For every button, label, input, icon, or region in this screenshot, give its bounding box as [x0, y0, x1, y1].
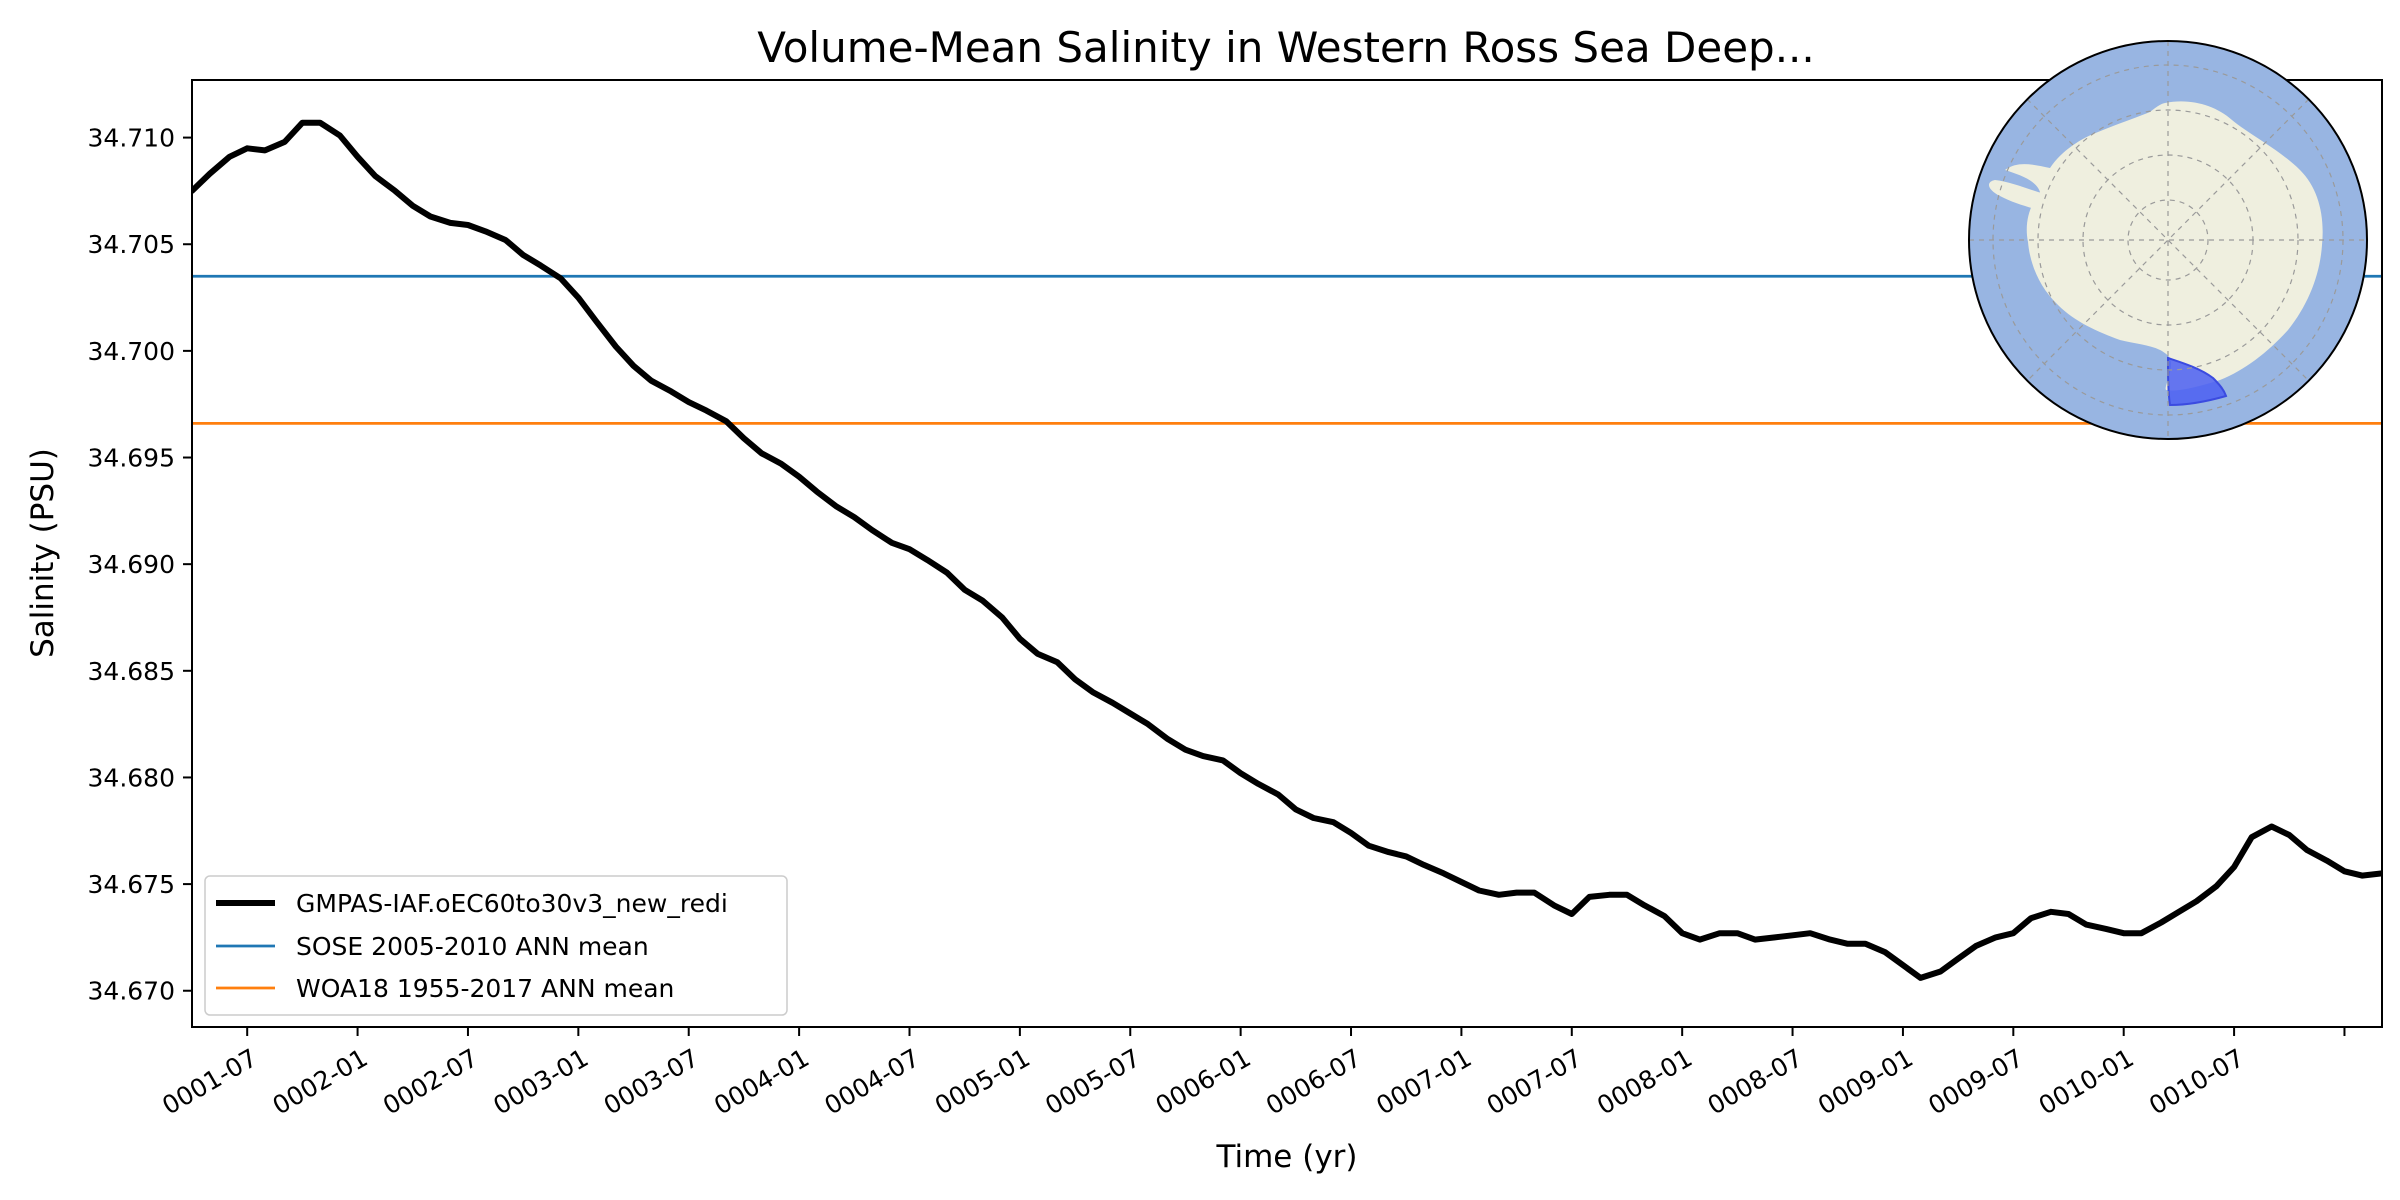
y-tick-label: 34.700	[88, 337, 175, 366]
y-tick-label: 34.675	[88, 870, 175, 899]
chart-title: Volume-Mean Salinity in Western Ross Sea…	[757, 23, 1815, 72]
y-axis: 34.670 34.675 34.680 34.685 34.690 34.695 34.7…	[88, 124, 192, 1006]
model-salinity-line	[192, 119, 2382, 981]
legend-label-sose: SOSE 2005-2010 ANN mean	[296, 932, 649, 961]
map-border	[1968, 40, 2368, 440]
y-tick-label: 34.670	[88, 977, 175, 1006]
antarctica-landmass	[2005, 101, 2323, 391]
y-tick-label: 34.680	[88, 763, 175, 792]
map-graticule	[1969, 41, 2367, 439]
y-tick-label: 34.690	[88, 550, 175, 579]
y-tick-label: 34.695	[88, 444, 175, 473]
legend-label-model: GMPAS-IAF.oEC60to30v3_new_redi	[296, 889, 728, 918]
legend-label-woa18: WOA18 1955-2017 ANN mean	[296, 974, 674, 1003]
y-tick-label: 34.685	[88, 657, 175, 686]
y-tick-label: 34.705	[88, 230, 175, 259]
legend: GMPAS-IAF.oEC60to30v3_new_redi SOSE 2005…	[204, 875, 788, 1016]
inset-region-map	[1968, 40, 2368, 440]
x-axis-label: Time (yr)	[1216, 1139, 1358, 1175]
antarctic-peninsula	[1988, 180, 2048, 212]
y-axis-label: Salinity (PSU)	[25, 448, 61, 658]
legend-box	[204, 875, 788, 1016]
axes-frame	[191, 79, 2383, 1028]
y-tick-label: 34.710	[88, 124, 175, 153]
ross-sea-region	[2166, 356, 2228, 407]
